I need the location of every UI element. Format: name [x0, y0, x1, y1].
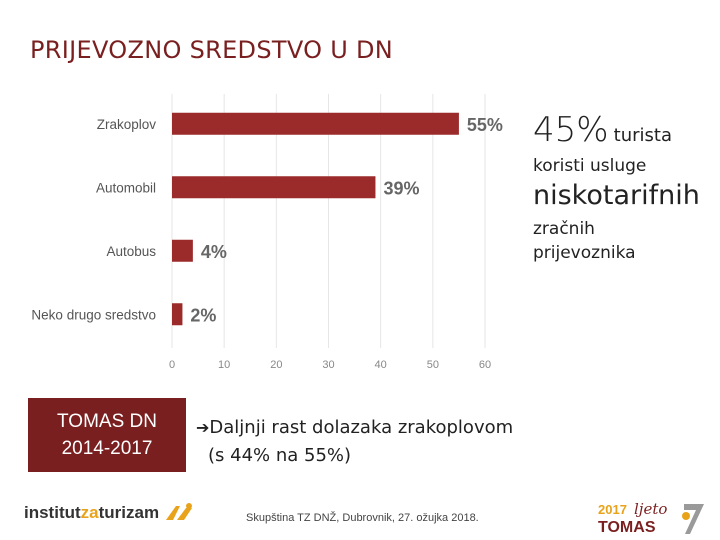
side-text: 45% turista koristi usluge niskotarifnih…	[533, 110, 713, 265]
x-tick-label: 30	[322, 359, 334, 371]
category-label: Autobus	[106, 244, 156, 259]
slide-title: PRIJEVOZNO SREDSTVO U DN	[30, 36, 394, 64]
x-tick-label: 50	[427, 359, 439, 371]
bar	[172, 112, 459, 135]
side-line-2: koristi usluge	[533, 156, 647, 176]
side-line-5: prijevoznika	[533, 243, 636, 263]
x-tick-label: 10	[218, 359, 230, 371]
tomas-line-2: 2014-2017	[61, 438, 153, 459]
bar	[172, 303, 183, 326]
x-tick-label: 60	[479, 359, 491, 371]
institut-logo: institutzaturizam	[24, 502, 194, 523]
note-line-1: Daljnji rast dolazaka zrakoplovom	[209, 417, 514, 438]
logo-text-1: institut	[24, 503, 81, 522]
logo-text-3: turizam	[98, 503, 160, 522]
logo-text-2: za	[80, 503, 99, 522]
growth-note: ➔Daljnji rast dolazaka zrakoplovom (s 44…	[196, 414, 513, 470]
data-label: 2%	[190, 305, 216, 325]
logo-brand: TOMAS	[598, 519, 656, 536]
arrow-right-icon: ➔	[196, 418, 210, 437]
category-label: Automobil	[96, 180, 156, 195]
data-label: 39%	[383, 178, 419, 198]
x-tick-label: 20	[270, 359, 282, 371]
tomas-line-1: TOMAS DN	[57, 411, 157, 432]
footer-text: Skupština TZ DNŽ, Dubrovnik, 27. ožujka …	[246, 512, 479, 524]
logo-dot-icon	[682, 512, 690, 520]
category-label: Zrakoplov	[97, 117, 157, 132]
bar	[172, 239, 193, 262]
side-line-3: niskotarifnih	[533, 180, 700, 211]
tomas-badge: TOMAS DN 2014-2017	[28, 398, 186, 472]
side-word-turista: turista	[613, 125, 673, 146]
logo-seven-icon	[684, 504, 704, 534]
tomas-ljeto-logo: 2017 ljeto TOMAS	[598, 500, 704, 536]
institut-mark-icon	[165, 503, 192, 520]
x-tick-label: 40	[375, 359, 387, 371]
data-label: 55%	[467, 115, 503, 135]
logo-word: ljeto	[634, 500, 667, 518]
data-label: 4%	[201, 242, 227, 262]
bar	[172, 176, 376, 199]
side-line-4: zračnih	[533, 219, 595, 239]
highlight-percent: 45%	[533, 110, 609, 150]
note-line-2: (s 44% na 55%)	[208, 445, 352, 466]
bar-chart: 0 10 20 30 40 50 60 Zrakoplov 55% Automobil 39% Aut…	[31, 94, 503, 371]
x-tick-label: 0	[169, 359, 175, 371]
category-label: Neko drugo sredstvo	[31, 307, 156, 322]
logo-year: 2017	[598, 502, 627, 517]
